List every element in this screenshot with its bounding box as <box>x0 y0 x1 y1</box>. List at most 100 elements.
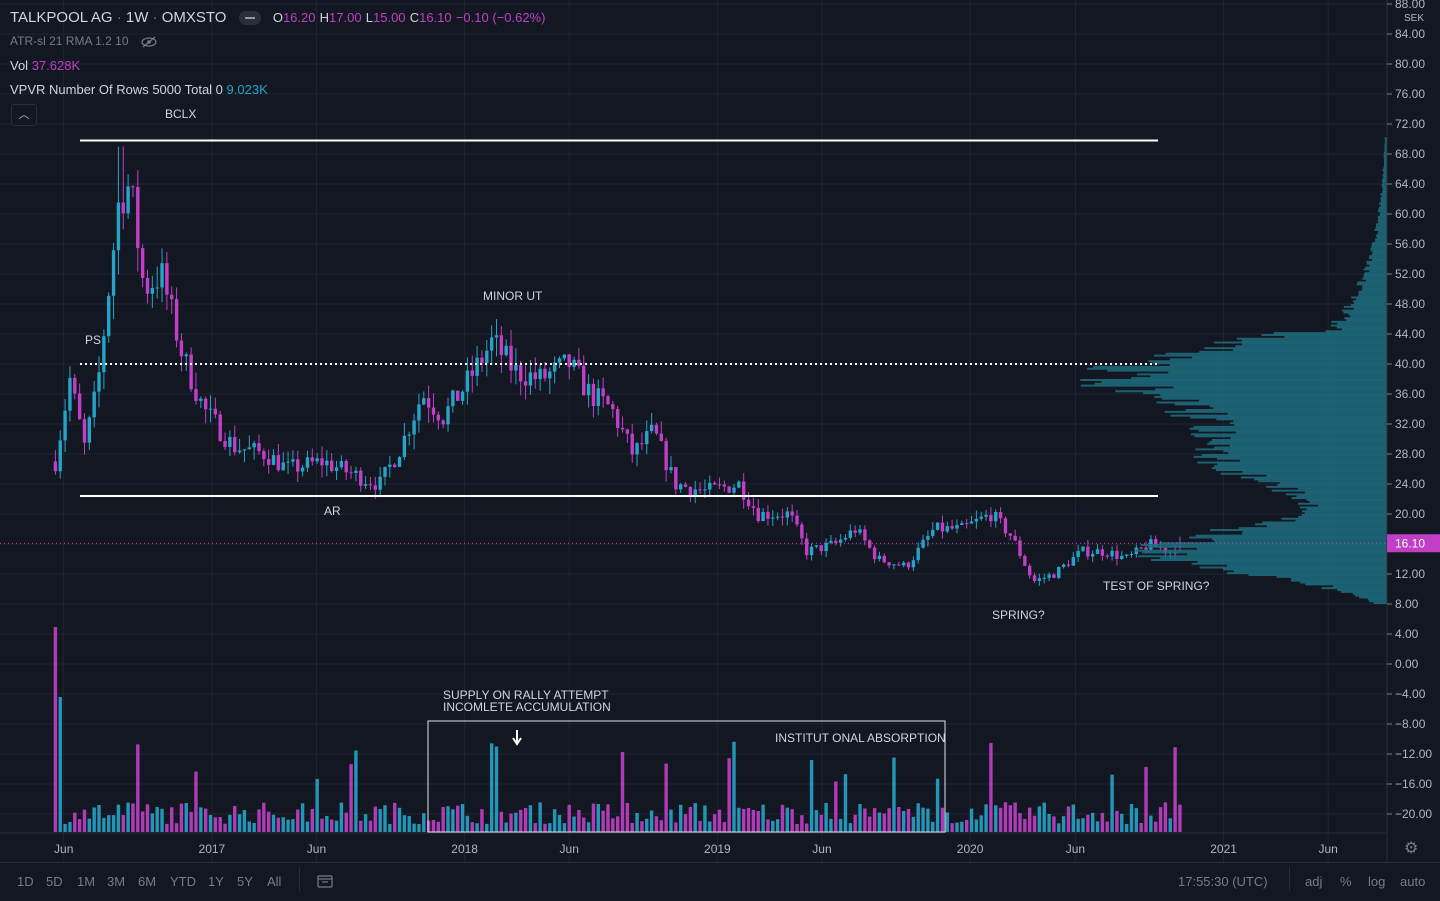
volume-bar <box>640 821 644 832</box>
volume-bar <box>73 812 77 832</box>
candle-body <box>63 410 67 441</box>
vpvr-row <box>1255 523 1387 526</box>
hidden-eye-icon[interactable] <box>140 36 158 48</box>
candle-body <box>296 459 300 472</box>
vpvr-row <box>1383 165 1387 168</box>
candle-body <box>407 434 411 436</box>
auto-toggle[interactable]: auto <box>1400 874 1426 889</box>
volume-bar <box>1061 816 1066 832</box>
volume-bar <box>281 817 285 832</box>
candle-body <box>1100 549 1105 556</box>
volume-bar <box>843 774 848 832</box>
candle-body <box>451 390 455 407</box>
vpvr-row <box>1136 373 1387 376</box>
price-axis-panel[interactable] <box>1387 0 1440 862</box>
vpvr-row <box>1337 322 1387 325</box>
volume-bar <box>247 821 251 832</box>
volume-bar <box>310 808 314 832</box>
volume-bar <box>523 808 528 832</box>
candle-body <box>68 377 72 411</box>
collapse-symbol-icon[interactable] <box>238 11 261 26</box>
volume-bar <box>858 804 862 832</box>
absorption-box[interactable] <box>427 720 946 833</box>
candle-body <box>422 398 426 405</box>
range-1y-button[interactable]: 1Y <box>208 874 224 889</box>
range-5d-button[interactable]: 5D <box>46 874 63 889</box>
volume-bar <box>102 817 106 832</box>
volume-bar <box>853 814 857 832</box>
vpvr-row <box>1358 294 1387 297</box>
volume-bar <box>591 803 596 832</box>
percent-toggle[interactable]: % <box>1340 874 1352 889</box>
vpvr-row <box>1115 390 1387 393</box>
volume-bar <box>800 815 804 832</box>
candle-body <box>208 408 213 410</box>
range-ytd-button[interactable]: YTD <box>170 874 196 889</box>
price-tick-label: 32.00 <box>1395 417 1425 431</box>
symbol-name[interactable]: TALKPOOL AG <box>10 9 113 26</box>
volume-bar <box>131 803 135 832</box>
candle-body <box>126 186 130 214</box>
adj-toggle[interactable]: adj <box>1305 874 1323 889</box>
volume-bar <box>58 697 62 832</box>
vpvr-row <box>1135 549 1387 552</box>
vpvr-row <box>1325 330 1387 333</box>
candle-body <box>242 449 247 451</box>
vpvr-row <box>1266 485 1387 488</box>
volume-bar <box>712 814 717 832</box>
gear-icon[interactable]: ⚙ <box>1404 840 1419 857</box>
vpvr-row <box>1168 371 1387 374</box>
vpvr-row <box>1169 364 1387 366</box>
volume-bar <box>877 812 882 832</box>
candle-body <box>82 419 87 443</box>
utc-clock[interactable]: 17:55:30 (UTC) <box>1178 874 1268 889</box>
volume-bar <box>373 806 378 832</box>
volume-bar <box>426 820 431 832</box>
volume-bar <box>388 823 392 832</box>
candle-body <box>276 455 281 471</box>
range-6m-button[interactable]: 6M <box>138 874 157 889</box>
range-1d-button[interactable]: 1D <box>17 874 34 889</box>
vpvr-row <box>1379 202 1387 205</box>
candle-body <box>693 489 697 496</box>
range-1m-button[interactable]: 1M <box>77 874 96 889</box>
atr-indicator-legend[interactable]: ATR-sl 21 RMA 1.2 10 <box>10 34 158 48</box>
volume-bar <box>1003 802 1008 832</box>
time-tick-label: 2019 <box>704 842 731 856</box>
date-range-icon[interactable] <box>316 873 334 889</box>
candle-body <box>882 555 886 563</box>
range-5y-button[interactable]: 5Y <box>237 874 253 889</box>
volume-bar <box>1008 805 1012 832</box>
vpvr-row <box>1266 525 1387 528</box>
candle-body <box>247 447 251 450</box>
candle-body <box>97 372 101 392</box>
vpvr-legend[interactable]: VPVR Number Of Rows 5000 Total 0 9.023K <box>10 82 268 97</box>
vpvr-row <box>1350 315 1387 318</box>
time-tick-label: 2020 <box>957 842 984 856</box>
interval-label[interactable]: 1W <box>125 9 149 26</box>
candle-body <box>363 484 368 486</box>
candle-body <box>940 522 945 532</box>
vpvr-row <box>1214 446 1387 449</box>
volume-bar <box>615 816 620 832</box>
vpvr-row <box>1254 478 1387 481</box>
volume-bar <box>674 822 678 832</box>
collapse-legend-button[interactable]: ︿ <box>11 104 37 126</box>
range-3m-button[interactable]: 3M <box>107 874 126 889</box>
candle-body <box>921 539 925 548</box>
vpvr-row <box>1384 163 1387 166</box>
volume-legend[interactable]: Vol 37.628K <box>10 58 80 73</box>
vpvr-row <box>1382 169 1387 171</box>
volume-bar <box>208 814 213 832</box>
vpvr-row <box>1241 339 1387 342</box>
volume-bar <box>969 808 974 832</box>
range-all-button[interactable]: All <box>267 874 282 889</box>
volume-bar <box>567 804 571 832</box>
vpvr-row <box>1236 337 1387 340</box>
candle-body <box>494 335 499 338</box>
volume-bar <box>645 818 649 832</box>
vpvr-row <box>1381 184 1387 186</box>
volume-bar <box>872 807 877 832</box>
log-toggle[interactable]: log <box>1368 874 1386 889</box>
